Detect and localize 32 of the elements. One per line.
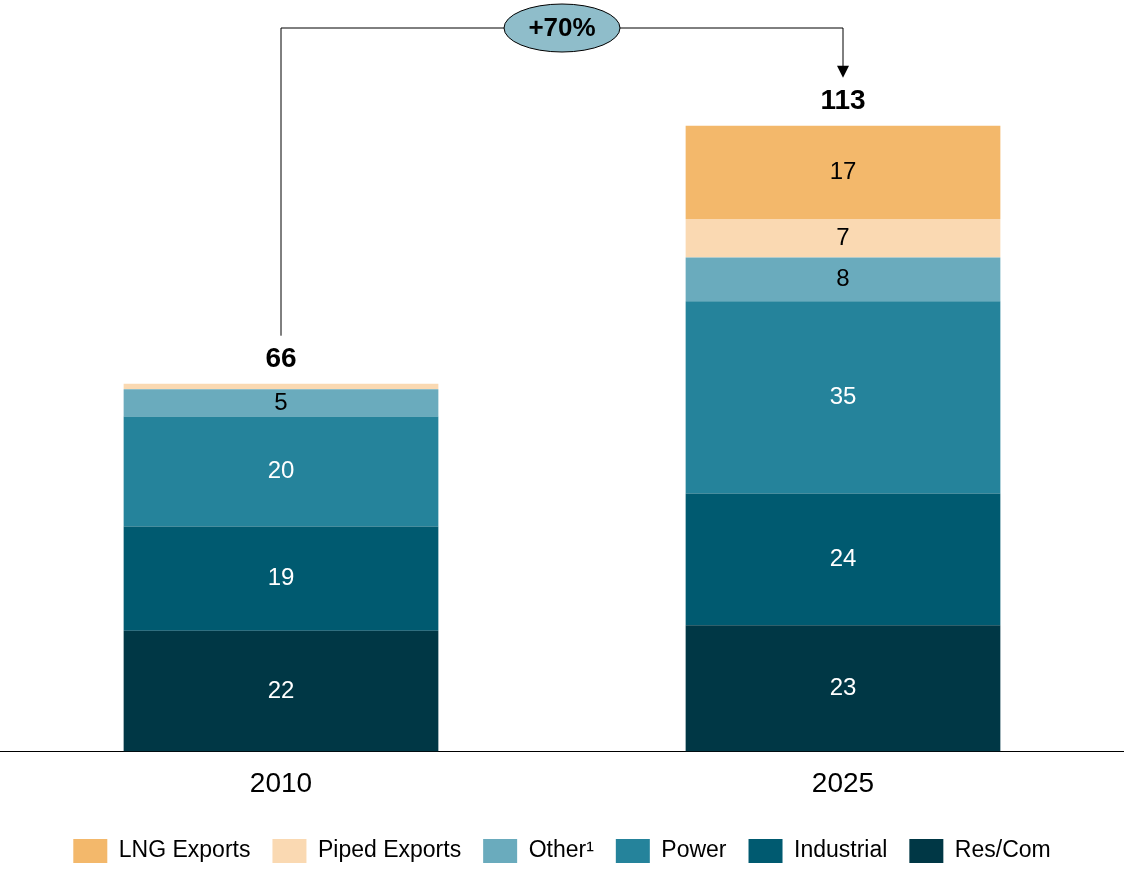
bar [685,493,1001,626]
data-label: 7 [836,222,850,250]
data-label: 8 [836,264,850,292]
data-label: 23 [829,672,857,700]
data-label: 20 [267,456,295,484]
bar [123,416,439,527]
bar [123,526,439,631]
bar [685,625,1001,752]
legend-label: Piped Exports [317,836,462,863]
text: +70% [528,12,596,43]
bar [685,257,1001,302]
data-label: 19 [267,563,295,591]
bar [685,219,1001,258]
bar [123,389,439,417]
total-label: 66 [265,342,297,374]
x-tick-label: 2010 [249,766,313,798]
data-label: 5 [274,387,288,415]
x-tick-label: 2025 [811,766,875,798]
legend-label: Power [661,836,727,863]
bar [123,630,439,752]
legend-label: Other¹ [528,836,595,863]
bar [123,383,439,390]
legend-label: Industrial [794,836,888,863]
legend-label: LNG Exports [118,836,251,863]
legend-label: Res/Com [954,836,1051,863]
data-label: 17 [829,157,857,185]
data-label: 24 [829,543,857,571]
data-label: 22 [267,675,295,703]
data-label: 35 [829,382,857,410]
bar [685,125,1001,220]
total-label: 113 [820,84,866,116]
bar [685,301,1001,494]
